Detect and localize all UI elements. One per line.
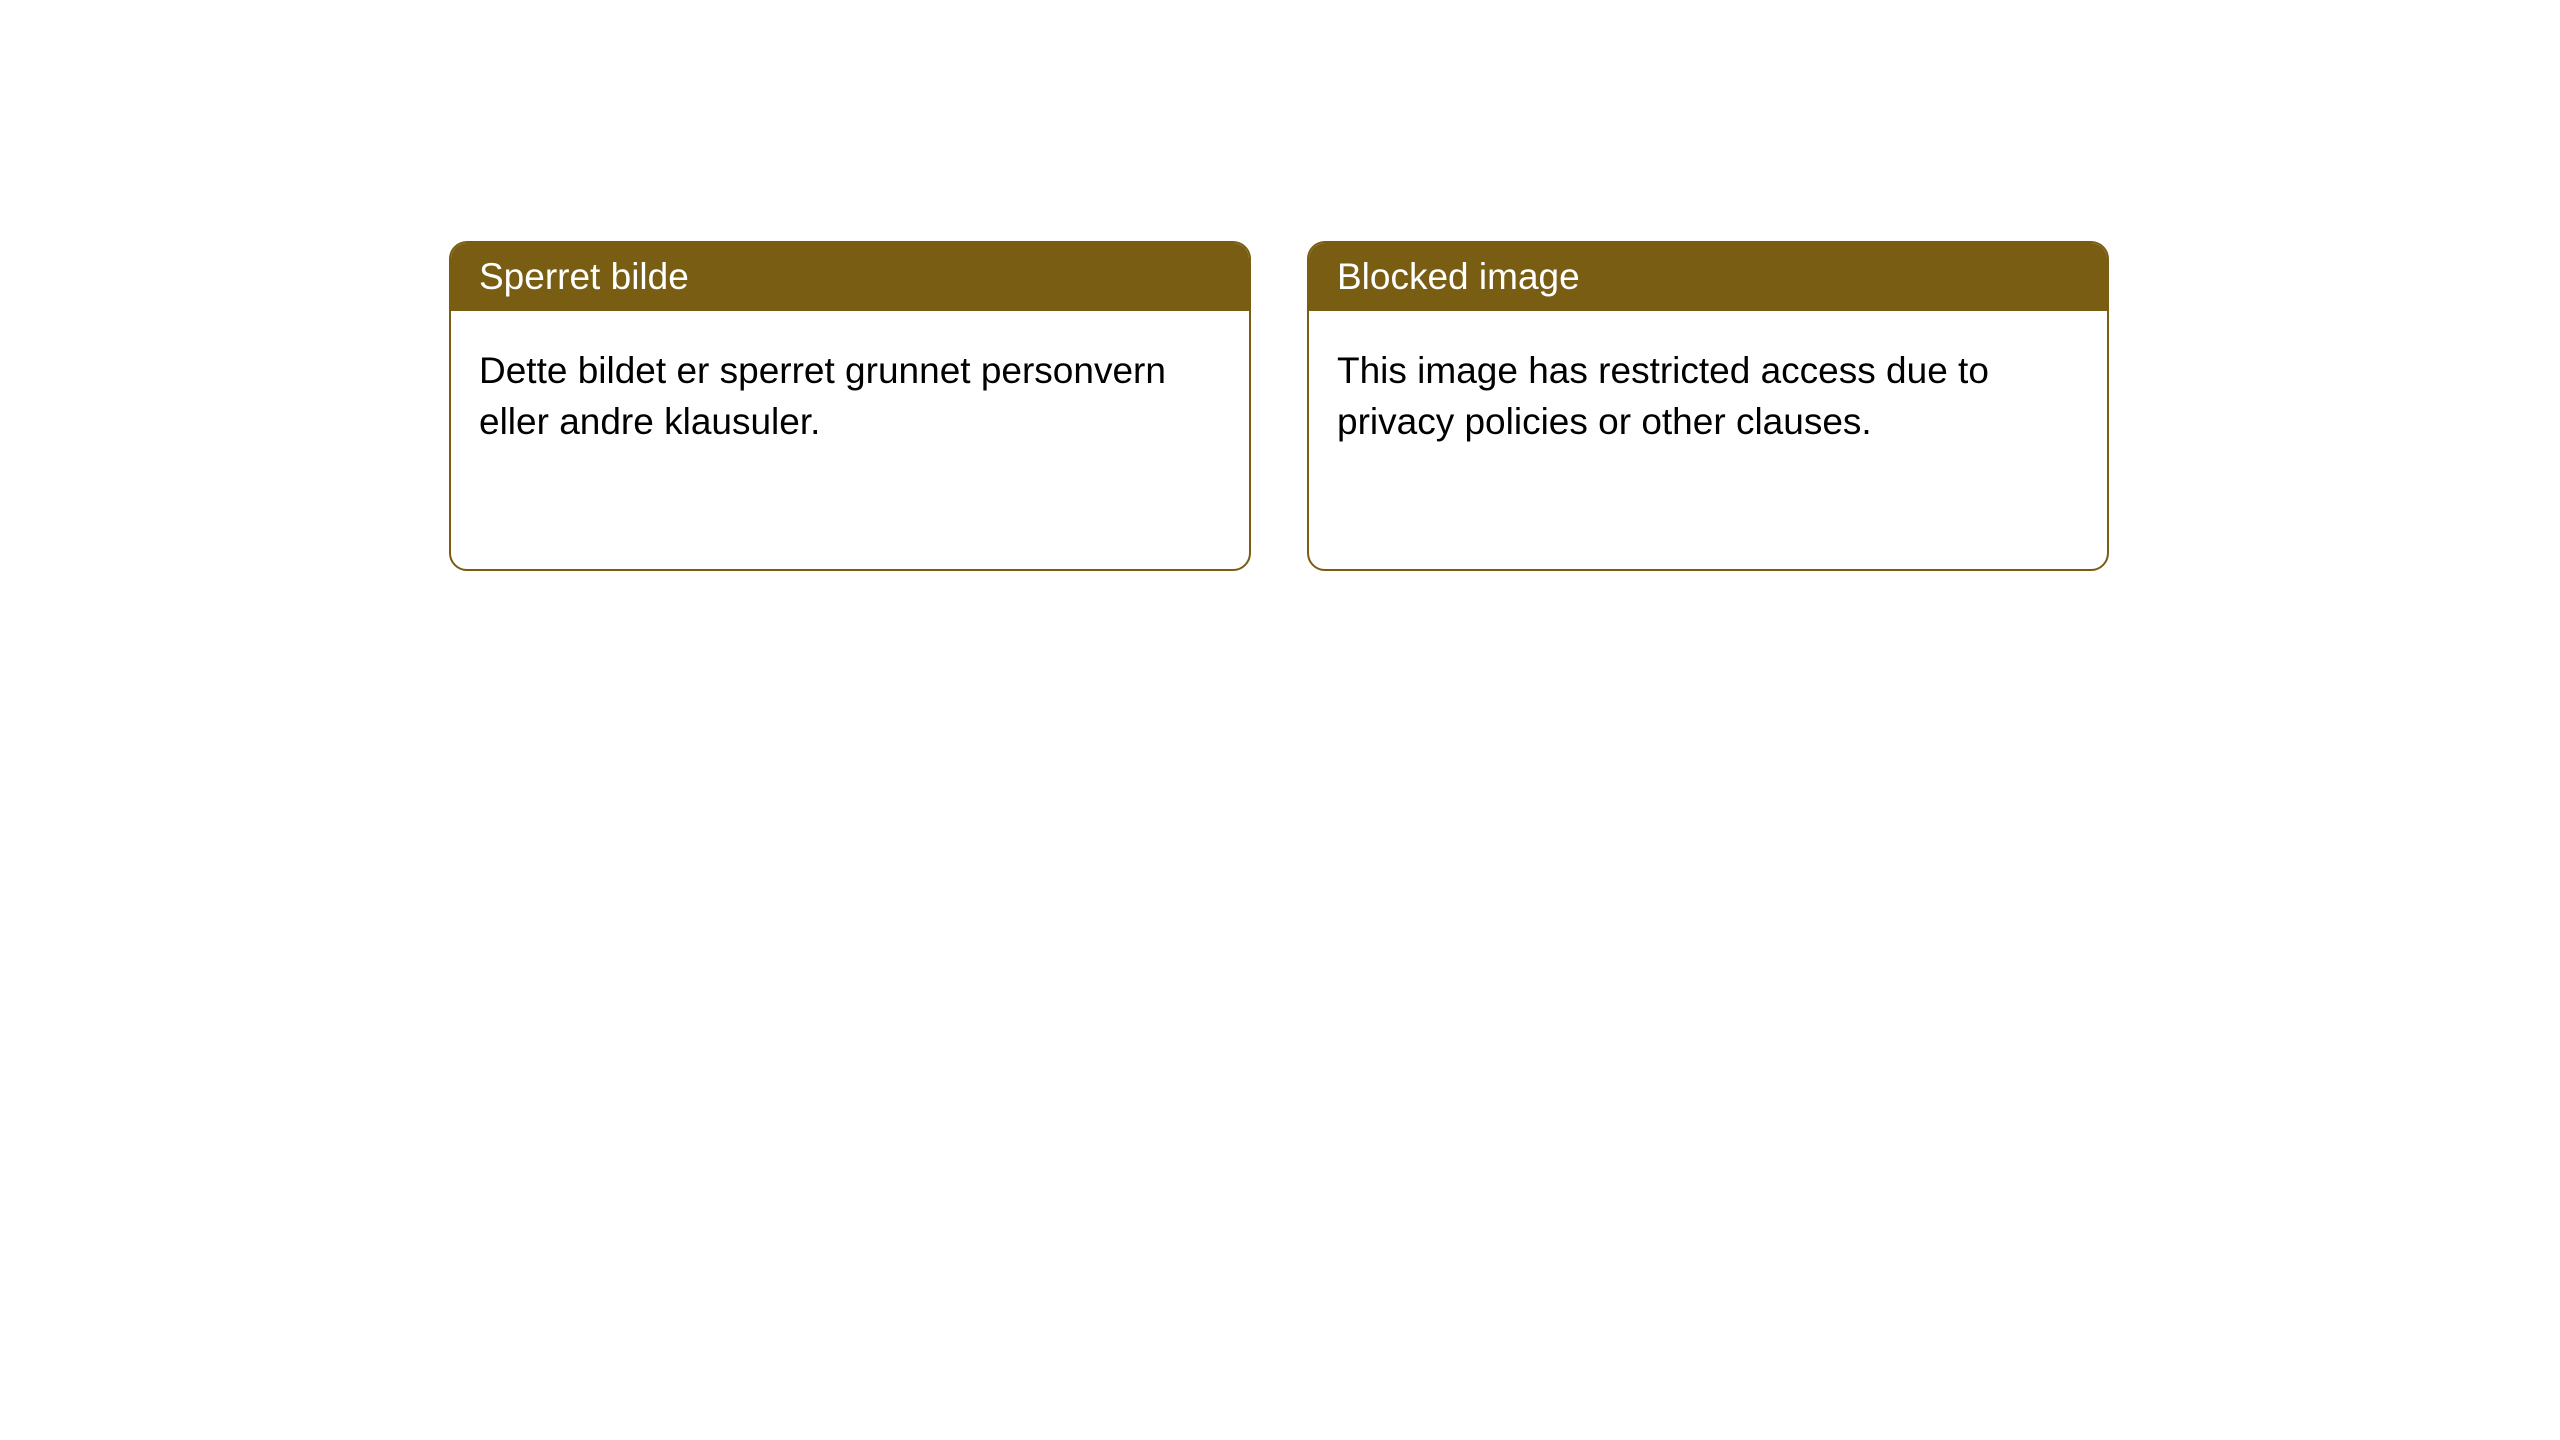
notice-body: Dette bildet er sperret grunnet personve… <box>451 311 1249 481</box>
notice-body-text: Dette bildet er sperret grunnet personve… <box>479 350 1166 442</box>
notice-cards-container: Sperret bilde Dette bildet er sperret gr… <box>449 241 2109 571</box>
notice-header-text: Blocked image <box>1337 256 1580 297</box>
notice-card-english: Blocked image This image has restricted … <box>1307 241 2109 571</box>
notice-body-text: This image has restricted access due to … <box>1337 350 1989 442</box>
notice-body: This image has restricted access due to … <box>1309 311 2107 481</box>
notice-header: Sperret bilde <box>451 243 1249 311</box>
notice-header: Blocked image <box>1309 243 2107 311</box>
notice-card-norwegian: Sperret bilde Dette bildet er sperret gr… <box>449 241 1251 571</box>
notice-header-text: Sperret bilde <box>479 256 689 297</box>
